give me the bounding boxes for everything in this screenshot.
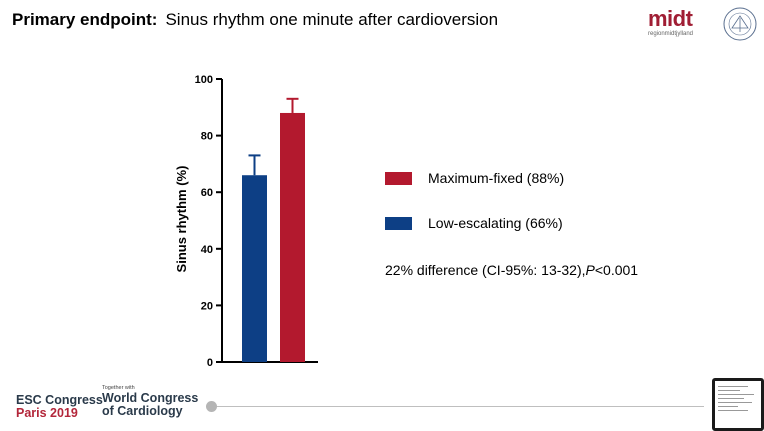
legend-swatch-low-escalating (385, 216, 412, 230)
y-tick-label: 80 (201, 131, 213, 143)
esc-congress-logo: ESC Congress Paris 2019 (16, 394, 103, 420)
thumbnail-line (718, 386, 748, 387)
legend-swatch-maximum-fixed (385, 171, 412, 185)
esc-congress-location: Paris 2019 (16, 406, 78, 420)
legend-label-maximum-fixed: Maximum-fixed (88%) (428, 170, 565, 186)
wcc-name-line1: World Congress (102, 391, 199, 405)
together-with-label: Together with (102, 385, 135, 391)
y-tick-label: 40 (201, 244, 213, 256)
bars-group (242, 97, 305, 363)
esc-congress-name: ESC Congress (16, 393, 103, 407)
legend-label-low-escalating: Low-escalating (66%) (428, 215, 563, 231)
title-bold: Primary endpoint: (12, 10, 158, 29)
progress-knob[interactable] (206, 401, 217, 412)
thumbnail-line (718, 398, 744, 399)
legend-item-maximum-fixed: Maximum-fixed (88%) (385, 170, 564, 186)
bar-maximum-fixed (280, 112, 305, 363)
y-tick-label: 0 (207, 357, 213, 369)
legend-item-low-escalating: Low-escalating (66%) (385, 215, 563, 231)
thumbnail-line (718, 406, 738, 407)
difference-annotation: 22% difference (CI-95%: 13-32),P<0.001 (385, 262, 638, 278)
thumbnail-screen (715, 381, 761, 428)
title-rest: Sinus rhythm one minute after cardiovers… (165, 10, 499, 29)
midt-logo-subtitle: regionmidtjylland (648, 31, 694, 37)
page-title: Primary endpoint: Sinus rhythm one minute… (12, 10, 498, 30)
wcc-name-line2: of Cardiology (102, 404, 183, 418)
playback-progress-bar[interactable] (206, 401, 704, 412)
progress-track[interactable] (206, 406, 704, 407)
university-seal-icon (723, 7, 757, 41)
wcc-logo: Together with World Congress of Cardiolo… (102, 384, 198, 418)
y-axis-label: Sinus rhythm (%) (174, 166, 189, 273)
difference-text: 22% difference (CI-95%: 13-32), (385, 262, 586, 278)
midt-logo-word: midt (648, 6, 693, 31)
p-value-symbol: P (585, 262, 595, 278)
bar-low-escalating (242, 175, 267, 362)
slide-thumbnail[interactable] (712, 378, 764, 431)
thumbnail-line (718, 394, 754, 395)
thumbnail-line (718, 390, 740, 391)
thumbnail-line (718, 402, 752, 403)
y-axis: 0 20 40 60 80 100 (195, 74, 318, 369)
thumbnail-line (718, 410, 748, 411)
y-tick-label: 20 (201, 300, 213, 312)
region-midt-logo: midt regionmidtjylland (648, 8, 704, 44)
y-tick-label: 60 (201, 187, 213, 199)
p-value: <0.001 (594, 262, 639, 278)
y-tick-label: 100 (195, 74, 213, 86)
